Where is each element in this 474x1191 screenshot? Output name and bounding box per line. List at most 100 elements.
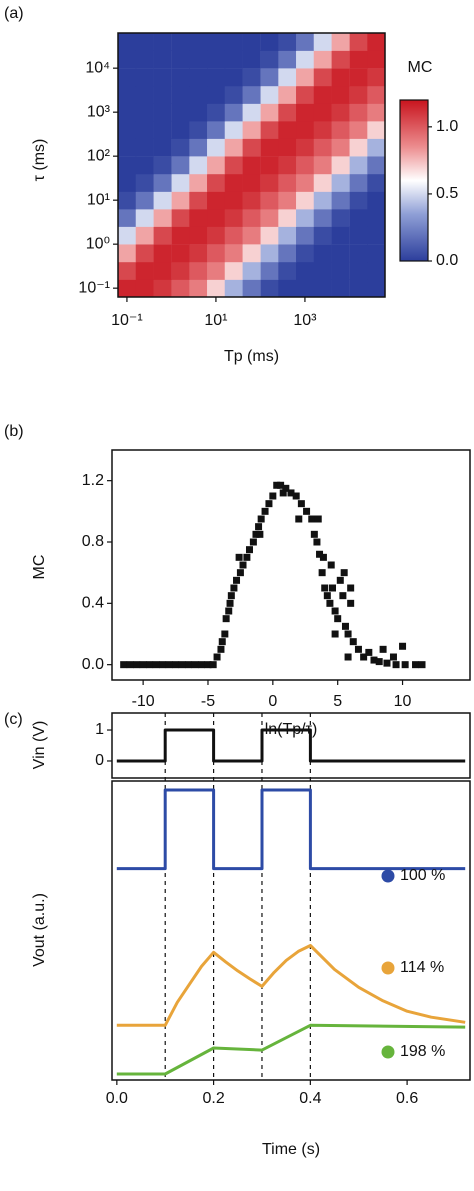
scatter-point [347, 599, 355, 607]
heatmap-cell [313, 191, 332, 210]
heatmap-cell [242, 226, 261, 245]
y-tick-label: 10⁴ [85, 59, 110, 76]
heatmap-cell [313, 138, 332, 157]
y-tick-label: 10² [87, 147, 111, 164]
heatmap-cell [331, 103, 350, 122]
x-tick-label: 10 [394, 693, 412, 710]
heatmap-cell [260, 138, 279, 157]
heatmap-cell [367, 32, 386, 51]
heatmap-cell [260, 226, 279, 245]
scatter-point [310, 530, 318, 538]
heatmap-cell [367, 191, 386, 210]
heatmap-cell [171, 244, 190, 263]
x-tick-label: -10 [132, 693, 155, 710]
heatmap-cell [331, 68, 350, 87]
heatmap-cell [135, 261, 154, 280]
scatter-point [178, 661, 186, 669]
line-series [116, 1023, 466, 1076]
heatmap-cell [242, 244, 261, 263]
scatter-point [191, 661, 199, 669]
heatmap-cell [207, 138, 226, 157]
plot-frame [117, 32, 386, 298]
heatmap-cell [296, 191, 315, 210]
scatter-point [389, 653, 397, 661]
heatmap-cell [207, 244, 226, 263]
heatmap-cell [278, 68, 297, 87]
heatmap-cell [313, 85, 332, 104]
x-tick-label: 0.6 [396, 1090, 418, 1107]
heatmap-cell [135, 279, 154, 298]
y-tick-label: 0.0 [82, 656, 104, 673]
scatter-point [282, 484, 290, 492]
heatmap-cell [260, 208, 279, 227]
scatter-point [235, 553, 243, 561]
heatmap-cell [153, 173, 172, 192]
heatmap-cell [207, 50, 226, 69]
heatmap-cell [367, 279, 386, 298]
heatmap-cell [313, 103, 332, 122]
heatmap-cell [135, 156, 154, 175]
heatmap-cell [207, 32, 226, 51]
heatmap-cell [260, 85, 279, 104]
scatter-point [249, 538, 257, 546]
heatmap-cell [224, 138, 243, 157]
heatmap-cell [118, 120, 137, 139]
heatmap-cell [313, 50, 332, 69]
scatter-point [273, 481, 281, 489]
x-tick-label: 0.2 [202, 1090, 224, 1107]
heatmap-cell [296, 120, 315, 139]
heatmap-cell [296, 68, 315, 87]
heatmap-cell [331, 156, 350, 175]
heatmap-cell [260, 279, 279, 298]
heatmap-cell [189, 85, 208, 104]
heatmap-cell [278, 279, 297, 298]
heatmap-cell [207, 68, 226, 87]
scatter-point [172, 661, 180, 669]
heatmap-cell [153, 32, 172, 51]
heatmap-cell [189, 173, 208, 192]
scatter-point [349, 638, 357, 646]
heatmap-cell [349, 138, 368, 157]
x-axis-label: Time (s) [262, 1141, 320, 1158]
scatter-point [245, 546, 253, 554]
scatter-point [360, 653, 368, 661]
heatmap-cell [118, 103, 137, 122]
legend-label: 114 % [400, 959, 444, 976]
heatmap-cell [367, 156, 386, 175]
x-tick-label: 0 [268, 693, 277, 710]
scatter-point [339, 592, 347, 600]
heatmap-cell [207, 103, 226, 122]
heatmap-cell [349, 173, 368, 192]
heatmap-cell [171, 120, 190, 139]
heatmap-cell [331, 50, 350, 69]
heatmap-cell [367, 261, 386, 280]
heatmap-cell [313, 279, 332, 298]
scatter-point [295, 515, 303, 523]
scatter-point [204, 661, 212, 669]
heatmap-cell [118, 85, 137, 104]
scatter-point [159, 661, 167, 669]
heatmap-cell [260, 244, 279, 263]
heatmap-cell [349, 156, 368, 175]
heatmap-cell [118, 191, 137, 210]
heatmap-cell [278, 261, 297, 280]
heatmap-cell [189, 261, 208, 280]
scatter-point [209, 661, 217, 669]
heatmap-cell [260, 68, 279, 87]
heatmap-cell [135, 191, 154, 210]
scatter-point [243, 553, 251, 561]
line-series [116, 944, 466, 1027]
heatmap-cell [349, 85, 368, 104]
heatmap-cell [189, 208, 208, 227]
colorbar-label: MC [408, 59, 433, 76]
y-axis-label: MC [31, 555, 48, 580]
heatmap-cell [331, 138, 350, 157]
heatmap-cell [224, 244, 243, 263]
colorbar-tick-label: 1.0 [436, 118, 458, 135]
scatter-point [152, 661, 160, 669]
scatter-point [354, 645, 362, 653]
colorbar-tick-label: 0.5 [436, 185, 458, 202]
heatmap-cell [189, 138, 208, 157]
scatter-point [279, 489, 287, 497]
heatmap-cell [313, 208, 332, 227]
